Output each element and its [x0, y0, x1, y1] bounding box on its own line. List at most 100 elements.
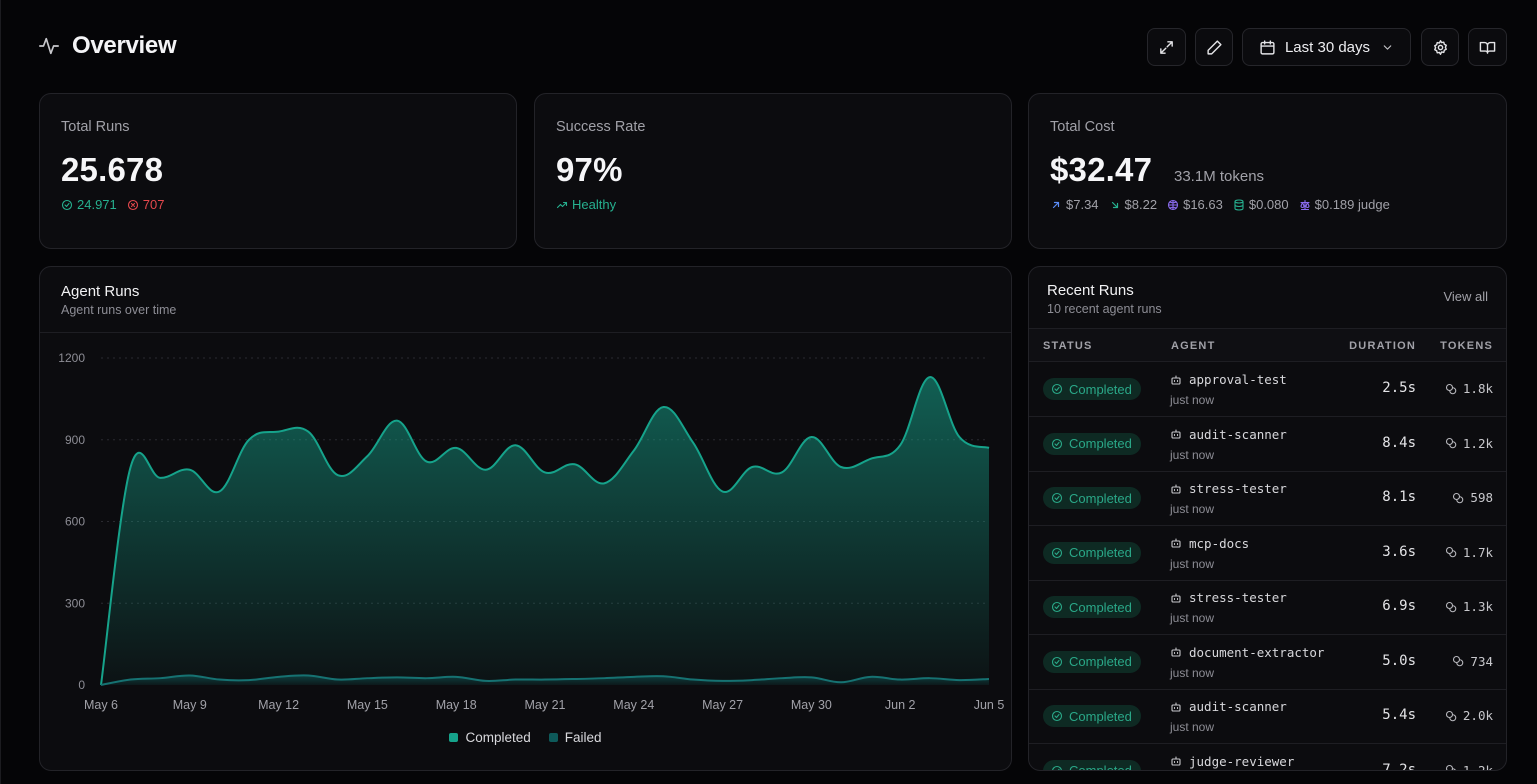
recent-runs-subtitle: 10 recent agent runs	[1047, 302, 1162, 316]
page-title: Overview	[72, 32, 177, 59]
run-duration: 2.5s	[1382, 380, 1416, 396]
col-tokens[interactable]: TOKENS	[1440, 340, 1493, 352]
run-tokens: 598	[1452, 490, 1493, 505]
check-circle-icon	[61, 199, 73, 210]
run-duration: 5.0s	[1382, 652, 1416, 669]
chart-subtitle: Agent runs over time	[61, 303, 177, 317]
table-row[interactable]: Completed mcp-docs just now 3.6s 1.7k	[1029, 526, 1506, 581]
agent-runs-card: Agent Runs Agent runs over time 0 300 600 9…	[39, 266, 1012, 771]
date-range-select[interactable]: Last 30 days	[1242, 28, 1411, 66]
total-runs-label: Total Runs	[61, 119, 130, 135]
run-duration: 5.4s	[1382, 707, 1416, 723]
legend-item-failed[interactable]: Failed	[548, 730, 602, 745]
table-row[interactable]: Completed stress-tester just now 8.1s 598	[1029, 471, 1506, 526]
scale-icon	[1300, 199, 1310, 210]
bot-icon	[1171, 538, 1181, 548]
agent-name[interactable]: stress-tester	[1189, 481, 1287, 496]
run-tokens: 734	[1452, 654, 1493, 669]
check-circle-icon	[1051, 492, 1063, 504]
bot-icon	[1171, 429, 1181, 439]
run-tokens-value: 1.2k	[1462, 435, 1493, 451]
run-tokens: 2.0k	[1445, 708, 1493, 723]
completed-count-value: 24.971	[77, 197, 117, 212]
agent-cell: stress-tester	[1170, 481, 1287, 496]
agent-name[interactable]: audit-scanner	[1189, 426, 1287, 442]
table-row[interactable]: Completed audit-scanner just now 8.4s 1.2k	[1029, 417, 1506, 472]
title-group: Overview	[38, 32, 177, 60]
expand-icon	[1160, 40, 1173, 54]
failed-line	[100, 674, 990, 686]
edit-button[interactable]	[1195, 28, 1233, 66]
coins-icon	[1445, 601, 1457, 612]
run-duration: 8.1s	[1382, 489, 1416, 505]
run-tokens: 1.2k	[1445, 436, 1493, 451]
health-indicator: Healthy	[556, 197, 616, 212]
table-row[interactable]: Completed stress-tester just now 6.9s 1.3k	[1029, 580, 1506, 635]
gear-icon	[1433, 39, 1447, 55]
recent-runs-title: Recent Runs	[1047, 282, 1134, 299]
run-duration: 6.9s	[1382, 598, 1416, 614]
chart-legend: Completed Failed	[40, 730, 1011, 745]
x-tick-label: May 18	[436, 698, 477, 712]
agent-cell: audit-scanner	[1170, 427, 1287, 442]
run-tokens-value: 1.8k	[1462, 381, 1493, 396]
x-tick-label: May 30	[791, 698, 832, 712]
table-row[interactable]: Completed audit-scanner just now 5.4s 2.0k	[1029, 689, 1506, 744]
reasoning-cost: $16.63	[1167, 197, 1223, 212]
arrow-down-right-icon	[1111, 201, 1118, 208]
run-time: just now	[1170, 393, 1215, 407]
view-all-link[interactable]: View all	[1443, 289, 1488, 304]
run-tokens: 1.2k	[1445, 763, 1493, 770]
settings-button[interactable]	[1421, 28, 1459, 66]
run-tokens: 1.7k	[1445, 545, 1493, 560]
expand-button[interactable]	[1147, 28, 1186, 66]
date-range-label: Last 30 days	[1284, 38, 1371, 56]
x-tick-label: May 24	[613, 698, 654, 712]
run-tokens: 1.8k	[1445, 381, 1493, 396]
coins-icon	[1445, 546, 1457, 558]
coins-icon	[1445, 764, 1456, 770]
col-duration[interactable]: DURATION	[1349, 340, 1416, 352]
coins-icon	[1445, 383, 1457, 394]
col-status[interactable]: STATUS	[1043, 340, 1093, 352]
docs-button[interactable]	[1468, 28, 1507, 66]
brain-icon	[1168, 199, 1179, 210]
table-row[interactable]: Completedjudge-reviewerjust now7.2s1.2k	[1029, 744, 1506, 770]
run-time: just now	[1170, 665, 1215, 680]
book-open-icon	[1479, 41, 1496, 54]
y-tick-label: 1200	[58, 351, 85, 365]
completed-area	[101, 377, 989, 685]
output-cost: $8.22	[1109, 197, 1158, 212]
agent-name[interactable]: document-extractor	[1189, 644, 1325, 660]
agent-name[interactable]: mcp-docs	[1189, 535, 1250, 551]
legend-item-completed[interactable]: Completed	[449, 730, 531, 745]
agent-name[interactable]: judge-reviewer	[1189, 753, 1295, 769]
check-circle-icon	[1051, 710, 1063, 722]
col-agent[interactable]: AGENT	[1171, 340, 1216, 352]
run-tokens: 1.3k	[1445, 599, 1493, 614]
agent-name[interactable]: approval-test	[1189, 372, 1287, 387]
agent-name[interactable]: stress-tester	[1189, 590, 1287, 605]
completed-count: 24.971	[61, 197, 117, 212]
agent-name[interactable]: audit-scanner	[1189, 699, 1287, 714]
table-row[interactable]: Completed approval-test just now 2.5s 1.8k	[1029, 362, 1506, 417]
status-badge: Completed	[1043, 596, 1141, 618]
run-time: just now	[1170, 556, 1215, 571]
x-tick-label: May 12	[258, 698, 299, 712]
bot-icon	[1171, 647, 1181, 657]
x-circle-icon	[127, 199, 138, 210]
window-edge	[0, 0, 1, 784]
coins-icon	[1453, 655, 1464, 667]
agent-cell: mcp-docs	[1170, 536, 1249, 551]
success-rate-label: Success Rate	[556, 119, 646, 135]
database-icon	[1234, 198, 1244, 211]
agent-runs-chart: 0 300 600 900 1200 May 6 May 9 May 12 May 15 May …	[58, 351, 1004, 712]
input-cost-value: $7.34	[1066, 197, 1099, 212]
status-badge: Completed	[1043, 541, 1141, 564]
status-text: Completed	[1069, 708, 1132, 724]
output-cost-value: $8.22	[1124, 197, 1158, 212]
run-time: just now	[1170, 447, 1215, 462]
table-row[interactable]: Completed document-extractor just now 5.0s 7…	[1029, 635, 1506, 690]
check-circle-icon	[1051, 765, 1063, 770]
pencil-icon	[1206, 39, 1222, 55]
